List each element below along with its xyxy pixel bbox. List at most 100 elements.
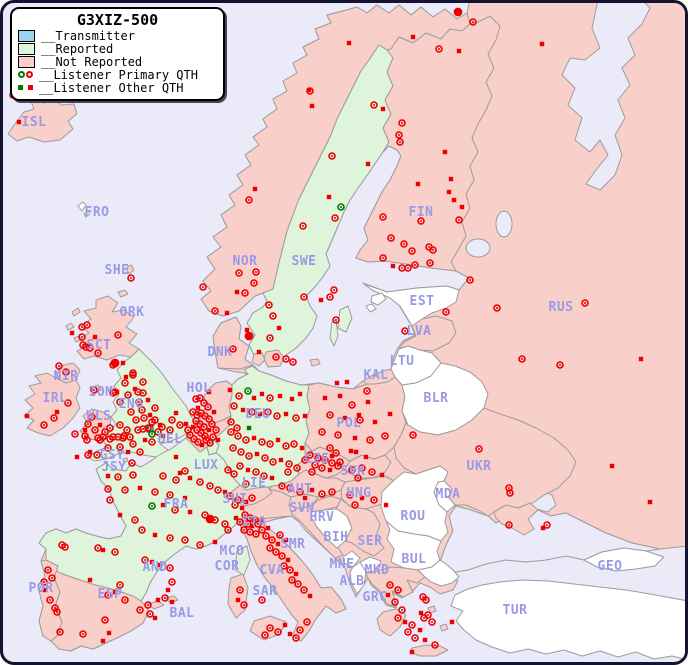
listener-marker-primary — [286, 566, 294, 574]
listener-marker-other — [251, 435, 257, 441]
listener-marker-primary — [556, 361, 564, 369]
listener-marker-primary — [334, 462, 342, 470]
listener-marker-other — [269, 475, 275, 481]
listener-marker-primary — [212, 426, 220, 434]
listener-marker-other — [82, 427, 88, 433]
listener-marker-other — [187, 475, 193, 481]
listener-markers-layer — [9, 7, 653, 655]
listener-marker-primary — [431, 641, 439, 649]
listener-marker-other — [265, 525, 271, 531]
listener-marker-other — [234, 289, 240, 295]
country-sct — [117, 289, 129, 298]
country-grc — [439, 623, 449, 632]
legend-item-other-qth: __Listener Other QTH — [18, 81, 217, 95]
listener-marker-other — [145, 397, 151, 403]
listener-marker-primary — [420, 614, 428, 622]
country-dnk — [251, 352, 266, 367]
country-tur — [417, 559, 460, 587]
listener-marker-primary — [84, 451, 92, 459]
listener-marker-other — [409, 649, 415, 655]
listener-marker-other — [112, 589, 118, 595]
listener-marker-primary — [258, 526, 266, 534]
listener-marker-primary — [78, 333, 86, 341]
listener-marker-primary — [398, 606, 406, 614]
listener-marker-primary — [230, 402, 238, 410]
listener-marker-primary — [284, 468, 292, 476]
listener-marker-primary — [543, 521, 551, 529]
listener-marker-primary — [318, 428, 326, 436]
listener-marker-other — [293, 571, 299, 577]
listener-marker-primary — [40, 421, 48, 429]
listener-marker-primary — [280, 562, 288, 570]
listener-marker-primary — [196, 478, 204, 486]
listener-marker-primary — [290, 440, 298, 448]
listener-marker-primary — [334, 431, 342, 439]
listener-marker-primary — [240, 601, 248, 609]
legend-box: G3XIZ-500 __Transmitter __Reported __Not… — [10, 7, 225, 101]
listener-marker-primary — [276, 531, 284, 539]
country-dnk — [212, 316, 254, 370]
listener-marker-other — [224, 310, 230, 316]
listener-marker-other — [346, 40, 352, 46]
listener-marker-primary — [171, 506, 179, 514]
listener-marker-primary — [395, 131, 403, 139]
listener-marker-other — [278, 457, 284, 463]
listener-marker-primary — [124, 391, 132, 399]
lake-onega — [495, 210, 513, 238]
listener-marker-primary — [354, 474, 362, 482]
listener-marker-primary — [114, 473, 122, 481]
listener-marker-primary — [258, 438, 266, 446]
listener-marker-other — [227, 387, 233, 393]
listener-marker-other — [299, 445, 305, 451]
listener-marker-primary — [435, 45, 443, 53]
listener-marker-other — [125, 449, 131, 455]
label-sar: SAR — [253, 584, 278, 599]
listener-marker-other — [402, 619, 408, 625]
listener-marker-primary — [408, 621, 416, 629]
label-nir: NIR — [54, 369, 79, 384]
listener-marker-primary — [116, 398, 124, 406]
country-est — [365, 303, 377, 313]
listener-marker-primary — [84, 420, 92, 428]
listener-marker-primary — [221, 520, 229, 528]
listener-marker-other — [254, 451, 260, 457]
listener-marker-primary — [266, 440, 274, 448]
listener-marker-primary — [248, 408, 256, 416]
listener-marker-other — [16, 119, 22, 125]
listener-marker-primary — [370, 101, 378, 109]
legend-item-primary-qth: __Listener Primary QTH — [18, 68, 217, 82]
listener-marker-primary — [337, 203, 345, 211]
listener-marker-primary — [348, 466, 356, 474]
label-est: EST — [410, 294, 435, 309]
listener-marker-primary — [101, 428, 109, 436]
listener-marker-other — [100, 638, 106, 644]
listener-marker-other — [352, 435, 358, 441]
listener-marker-primary — [398, 264, 406, 272]
listener-marker-primary-large — [453, 7, 463, 17]
listener-marker-primary — [81, 432, 89, 440]
label-lux: LUX — [194, 458, 219, 473]
listener-marker-primary — [400, 240, 408, 248]
listener-marker-primary — [318, 490, 326, 498]
listener-marker-primary — [236, 462, 244, 470]
listener-marker-primary — [379, 213, 387, 221]
listener-marker-primary — [161, 594, 169, 602]
listener-marker-primary — [233, 424, 241, 432]
listener-marker-primary — [168, 578, 176, 586]
listener-marker-primary — [289, 358, 297, 366]
listener-marker-other — [106, 630, 112, 636]
listener-marker-primary — [306, 87, 314, 95]
listener-marker-other — [380, 106, 386, 112]
listener-marker-other — [282, 622, 288, 628]
listener-marker-primary — [91, 426, 99, 434]
label-smr: SMR — [281, 537, 306, 552]
listener-marker-other — [259, 391, 265, 397]
listener-marker-other — [114, 389, 120, 395]
label-and: AND — [143, 560, 168, 575]
listener-marker-primary — [581, 299, 589, 307]
listener-marker-other — [142, 437, 148, 443]
listener-marker-primary — [264, 408, 272, 416]
legend-item-reported: __Reported — [18, 42, 217, 56]
listener-marker-primary — [138, 406, 146, 414]
